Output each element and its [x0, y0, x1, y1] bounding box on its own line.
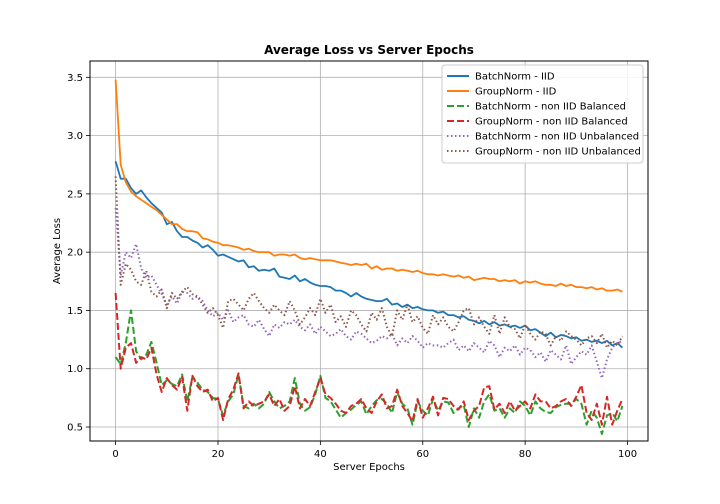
y-tick-label: 1.0	[67, 364, 83, 375]
series-line-1	[114, 160, 624, 349]
series-lines	[114, 79, 624, 435]
x-tick-label: 100	[618, 449, 637, 460]
y-axis: 0.5 1.0 1.5 2.0 2.5 3.0 3.5	[67, 73, 90, 434]
x-tick-label: 20	[212, 449, 225, 460]
plot-frame	[89, 60, 649, 442]
series-line-2	[114, 79, 623, 293]
x-axis: 0 20 40 60 80 100	[112, 441, 637, 460]
y-tick-label: 3.0	[67, 131, 83, 142]
legend-label: GroupNorm - IID	[475, 87, 557, 98]
x-axis-label: Server Epochs	[333, 462, 405, 473]
y-axis-label: Average Loss	[52, 218, 63, 284]
legend-label: BatchNorm - IID	[475, 72, 555, 83]
legend-label: GroupNorm - non IID Balanced	[475, 117, 628, 128]
grid-lines	[90, 61, 648, 441]
legend-box	[441, 64, 644, 164]
legend-label: BatchNorm - non IID Balanced	[475, 102, 626, 113]
y-tick-label: 1.5	[67, 306, 83, 317]
legend-label: BatchNorm - non IID Unbalanced	[475, 132, 639, 143]
y-tick-label: 2.5	[67, 189, 83, 200]
x-tick-label: 80	[519, 449, 532, 460]
y-tick-label: 0.5	[67, 423, 83, 434]
legend: BatchNorm - IID GroupNorm - IID BatchNorm …	[441, 64, 644, 164]
y-tick-label: 2.0	[67, 248, 83, 259]
legend-label: GroupNorm - non IID Unbalanced	[475, 147, 641, 158]
y-tick-label: 3.5	[67, 73, 83, 84]
x-tick-label: 40	[314, 449, 327, 460]
chart-title: Average Loss vs Server Epochs	[264, 43, 474, 57]
x-tick-label: 0	[112, 449, 118, 460]
series-line-4	[114, 292, 624, 426]
x-tick-label: 60	[416, 449, 429, 460]
